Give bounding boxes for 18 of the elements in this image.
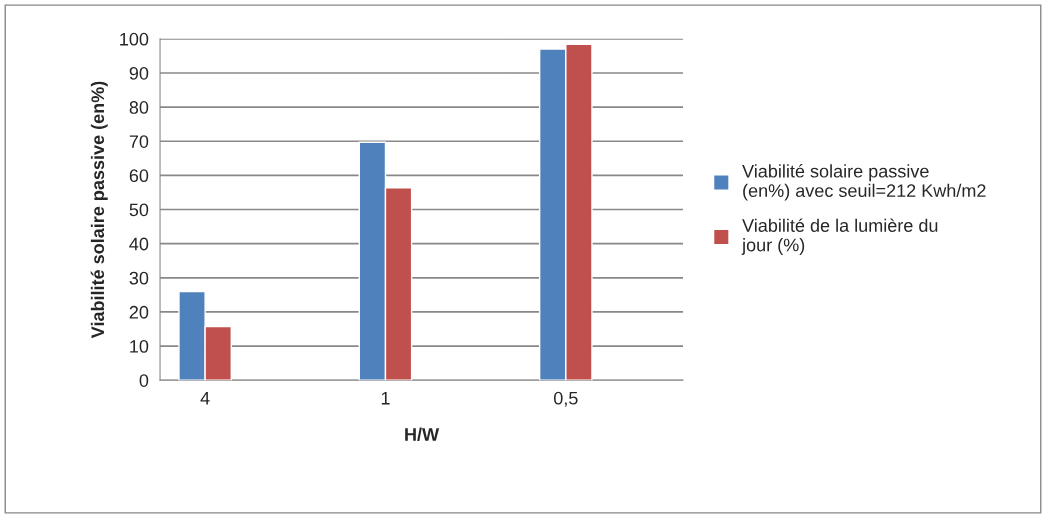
y-tick-label: 100 [120,32,149,46]
y-tick-label: 50 [129,203,149,217]
y-tick-label: 40 [129,237,149,251]
x-axis-title: H/W [405,427,440,442]
x-tick-label: 4 [200,391,210,405]
legend-label: Viabilité solaire passive (en%) avec seuil=212 Kwh/m2 [742,164,986,201]
y-tick-label: 10 [130,340,149,353]
y-tick-label: 70 [129,135,149,148]
y-tick-label: 30 [129,271,149,285]
x-tick-label: 1 [381,391,390,405]
x-tick-label: 0,5 [553,391,578,407]
y-tick-label: 60 [129,169,149,183]
y-axis-title: Viabilité solaire passive (en%) [90,81,108,339]
y-tick-label: 20 [129,305,149,319]
legend-label: Viabilité de la lumière du jour (%) [741,218,938,255]
y-tick-label: 90 [129,66,149,80]
y-tick-label: 0 [139,374,149,387]
y-tick-label: 80 [129,101,149,114]
